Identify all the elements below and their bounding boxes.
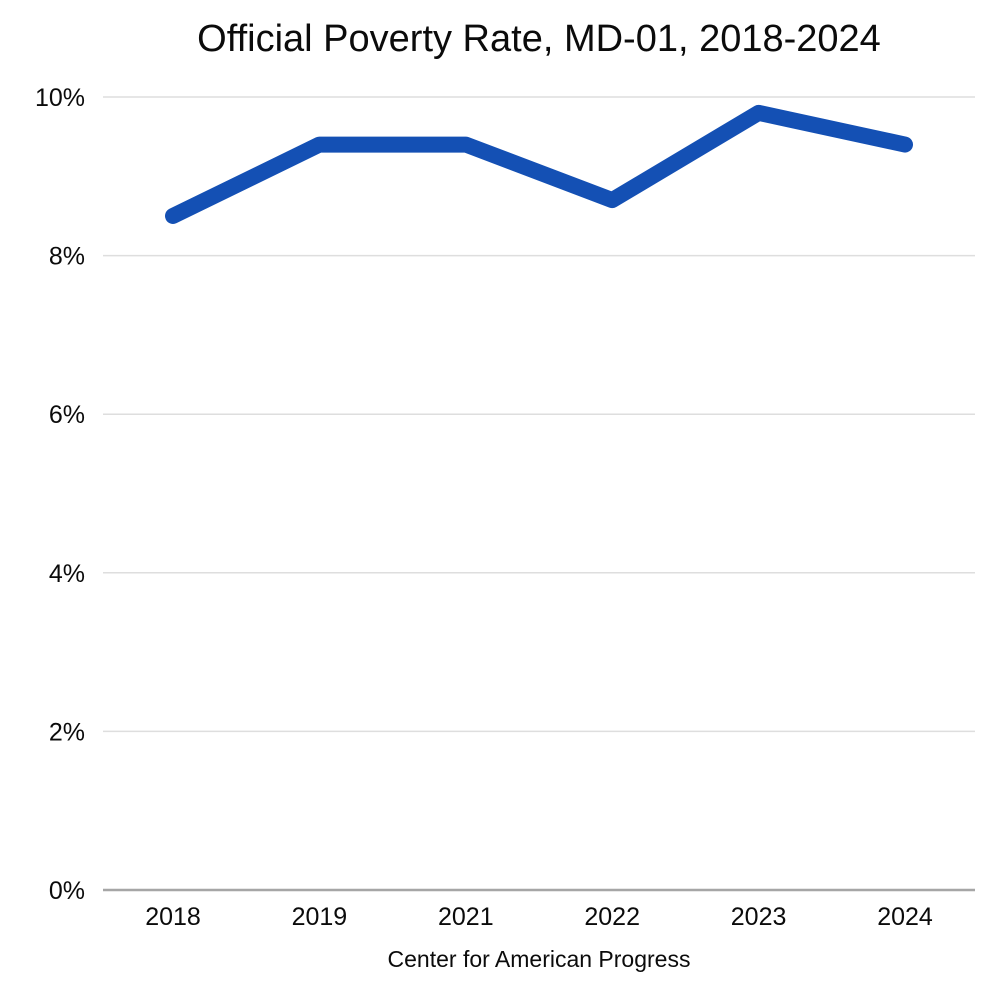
x-axis-tick-label: 2019 <box>292 903 348 931</box>
x-axis-tick-label: 2021 <box>438 903 494 931</box>
x-axis-tick-label: 2023 <box>731 903 787 931</box>
chart-footer: Center for American Progress <box>387 946 691 972</box>
x-axis-tick-label: 2022 <box>584 903 640 931</box>
y-axis-tick-label: 6% <box>49 401 85 429</box>
chart-title: Official Poverty Rate, MD-01, 2018-2024 <box>197 18 881 60</box>
x-axis-tick-label: 2018 <box>145 903 201 931</box>
x-axis-tick-label: 2024 <box>877 903 933 931</box>
y-axis-tick-label: 8% <box>49 243 85 271</box>
y-axis-tick-label: 10% <box>35 84 85 112</box>
y-axis-tick-label: 2% <box>49 718 85 746</box>
y-axis-tick-label: 0% <box>49 877 85 905</box>
poverty-rate-line <box>165 104 913 224</box>
y-axis-tick-label: 4% <box>49 560 85 588</box>
